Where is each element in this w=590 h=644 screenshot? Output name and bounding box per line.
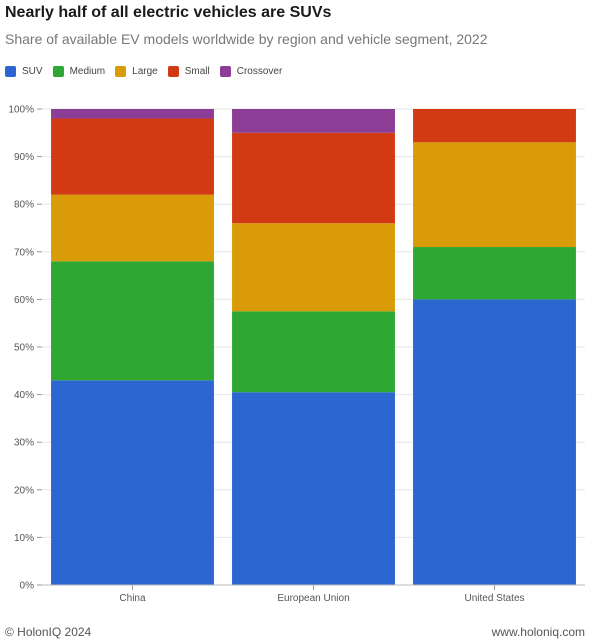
y-tick-label: 30%: [14, 438, 34, 449]
y-tick-label: 90%: [14, 152, 34, 163]
y-tick-label: 60%: [14, 295, 34, 306]
y-tick-label: 70%: [14, 247, 34, 258]
legend-swatch-small: [167, 66, 179, 77]
y-tick-label: 50%: [14, 343, 34, 354]
footer-copyright: © HolonIQ 2024: [5, 625, 92, 639]
bar-segment-suv-european-union: [232, 392, 395, 585]
y-tick-label: 80%: [14, 200, 34, 211]
legend-label-small: Small: [184, 66, 210, 77]
legend-swatch-large: [115, 66, 127, 77]
legend-swatch-crossover: [219, 66, 231, 77]
chart-legend: SUV Medium Large Small Crossover: [5, 66, 292, 77]
y-tick-label: 10%: [14, 533, 34, 544]
legend-item-suv: SUV: [5, 66, 43, 77]
bar-segment-crossover-european-union: [232, 109, 395, 133]
bar-segment-suv-united-states: [413, 299, 576, 585]
bar-segment-crossover-china: [51, 109, 214, 119]
y-tick-label: 20%: [14, 485, 34, 496]
bar-segment-large-european-union: [232, 223, 395, 312]
legend-swatch-suv: [5, 66, 16, 77]
legend-item-small: Small: [167, 66, 210, 77]
y-tick-label: 40%: [14, 390, 34, 401]
legend-item-medium: Medium: [52, 66, 106, 77]
y-tick-label: 0%: [20, 581, 35, 592]
legend-swatch-medium: [52, 66, 64, 77]
x-tick-label: United States: [464, 593, 524, 604]
legend-item-large: Large: [115, 66, 158, 77]
bar-segment-large-china: [51, 194, 214, 262]
bar-segment-medium-united-states: [413, 247, 576, 300]
legend-label-suv: SUV: [22, 66, 43, 77]
legend-label-crossover: Crossover: [236, 66, 283, 77]
bar-segment-medium-european-union: [232, 311, 395, 393]
footer-website[interactable]: www.holoniq.com: [491, 625, 585, 639]
legend-label-large: Large: [132, 66, 158, 77]
y-tick-label: 100%: [8, 105, 34, 116]
bar-segment-small-china: [51, 118, 214, 195]
legend-label-medium: Medium: [69, 66, 106, 77]
bar-segment-suv-china: [51, 380, 214, 585]
bar-segment-large-united-states: [413, 142, 576, 248]
legend-item-crossover: Crossover: [219, 66, 283, 77]
bar-segment-small-european-union: [232, 132, 395, 224]
x-tick-label: European Union: [277, 593, 349, 604]
bar-segment-small-united-states: [413, 109, 576, 143]
chart-title: Nearly half of all electric vehicles are…: [5, 4, 332, 21]
bar-segment-medium-china: [51, 261, 214, 381]
x-tick-label: China: [119, 593, 146, 604]
chart-subtitle: Share of available EV models worldwide b…: [5, 31, 488, 47]
